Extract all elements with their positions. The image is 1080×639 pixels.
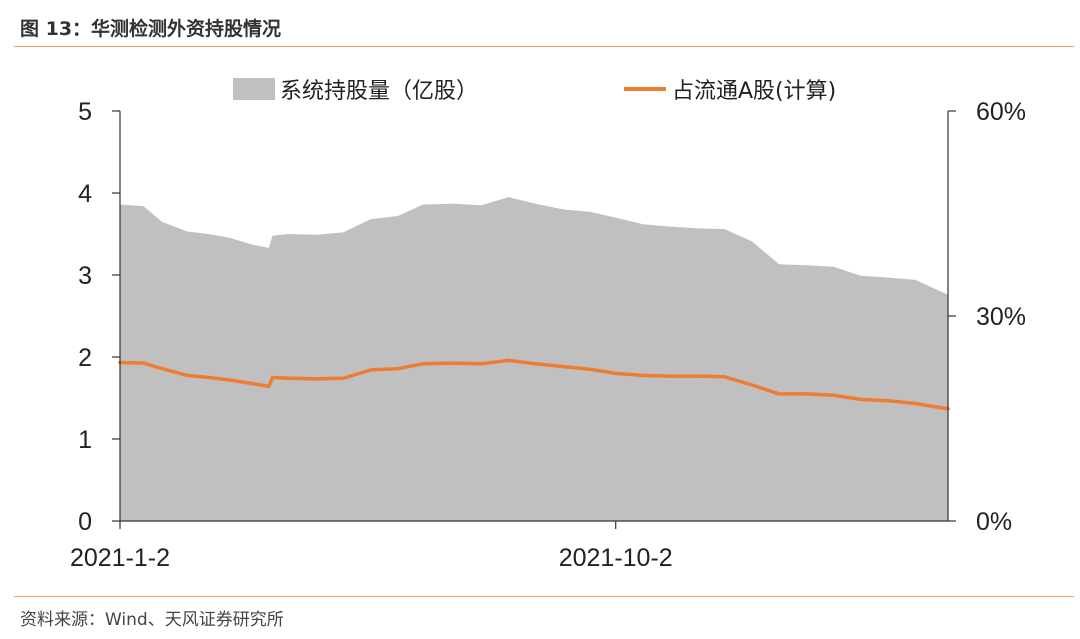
title-divider — [14, 46, 1074, 47]
chart: 0 1 2 3 4 5 0% 30% 60% 2021-1-2 2021-10-2 系统持股量（亿股… — [70, 78, 1026, 572]
legend: 系统持股量（亿股） 占流通A股(计算) — [233, 78, 836, 104]
left-tick-label: 4 — [78, 180, 92, 208]
left-tick-label: 3 — [78, 262, 92, 290]
x-tick-label: 2021-1-2 — [70, 544, 170, 572]
area-series-layer — [120, 197, 948, 521]
x-tick-label: 2021-10-2 — [559, 544, 673, 572]
figure-source: 资料来源：Wind、天风证券研究所 — [20, 610, 284, 630]
area-series-holdings — [120, 197, 948, 521]
left-tick-label: 1 — [78, 426, 92, 454]
line-series-float-share — [118, 358, 950, 411]
left-tick-label: 5 — [78, 98, 92, 126]
right-tick-label: 60% — [976, 98, 1026, 126]
right-tick-label: 0% — [976, 508, 1012, 536]
left-tick-label: 2 — [78, 344, 92, 372]
axes-layer: 0 1 2 3 4 5 0% 30% 60% 2021-1-2 2021-10-2 — [70, 98, 1026, 572]
source-divider — [14, 596, 1074, 597]
left-tick-label: 0 — [78, 508, 92, 536]
legend-label-float-share: 占流通A股(计算) — [672, 79, 836, 104]
legend-label-holdings: 系统持股量（亿股） — [280, 79, 478, 104]
right-tick-label: 30% — [976, 303, 1026, 331]
line-series-layer — [118, 358, 950, 411]
figure-title: 图 13：华测检测外资持股情况 — [20, 18, 282, 40]
legend-swatch-holdings — [233, 78, 275, 100]
